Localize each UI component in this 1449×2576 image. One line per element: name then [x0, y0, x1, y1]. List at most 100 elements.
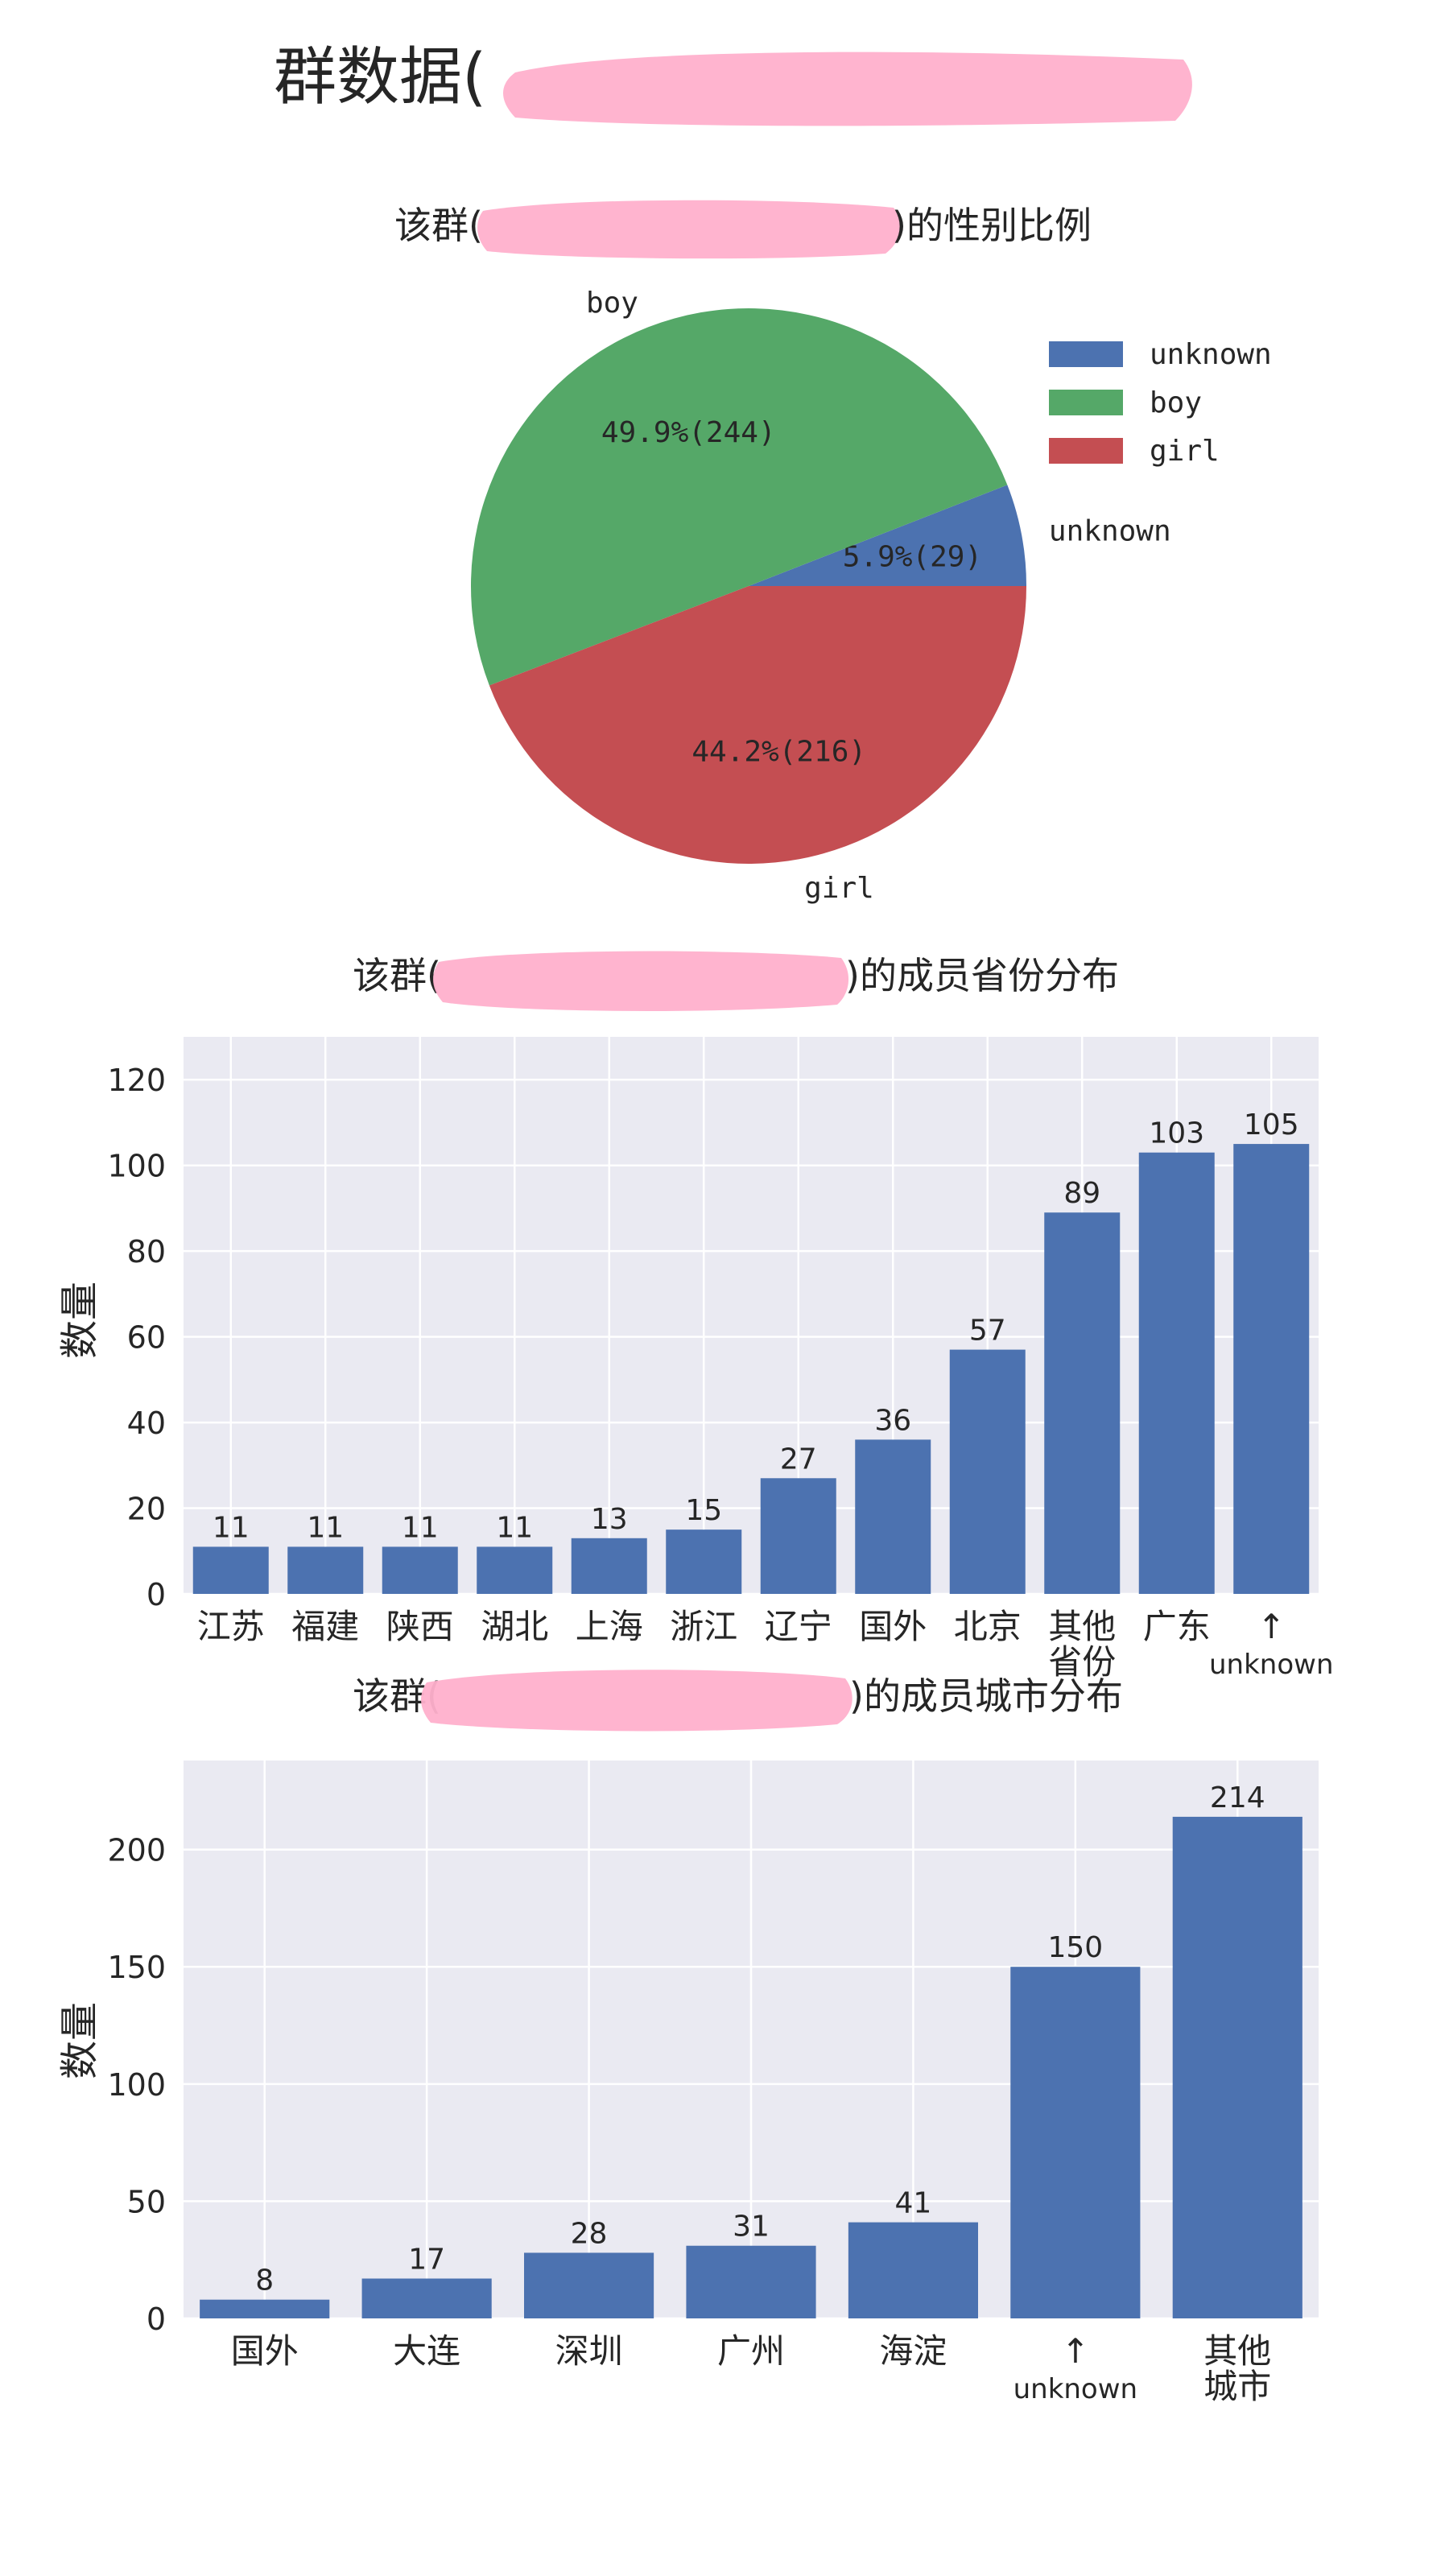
redaction-mark — [477, 200, 901, 259]
province-bar-江苏 — [192, 1546, 269, 1594]
province-value-label: 36 — [874, 1404, 911, 1437]
bar1-title-prefix: 该群( — [353, 954, 441, 997]
pie-title-prefix: 该群( — [394, 204, 483, 247]
city-xtick-label: ↑ — [1061, 2331, 1089, 2371]
province-bar-浙江 — [666, 1530, 742, 1594]
pie-title-suffix: )的性别比例 — [892, 204, 1092, 247]
city-xtick-label: 广州 — [717, 2331, 785, 2371]
legend-swatch-girl — [1049, 438, 1123, 464]
city-value-label: 31 — [733, 2211, 770, 2244]
province-value-label: 103 — [1149, 1117, 1204, 1150]
province-value-label: 15 — [685, 1494, 722, 1527]
pie-percent-label-unknown: 5.9%(29) — [843, 541, 982, 574]
city-bar-广州 — [686, 2245, 816, 2318]
redaction-mark — [433, 951, 849, 1011]
province-xtick-label: 辽宁 — [765, 1607, 832, 1646]
pie-percent-label-girl: 44.2%(216) — [691, 736, 866, 769]
city-xtick-label: 海淀 — [879, 2331, 947, 2371]
redaction-mark — [503, 52, 1192, 126]
province-ytick-label: 60 — [127, 1320, 166, 1356]
city-ytick-label: 100 — [107, 2067, 166, 2103]
city-ytick-label: 0 — [147, 2301, 166, 2337]
pie-percent-label-boy: 49.9%(244) — [601, 416, 776, 449]
bar2-title-suffix: )的成员城市分布 — [849, 1674, 1123, 1718]
province-ytick-label: 100 — [107, 1149, 166, 1184]
province-value-label: 11 — [402, 1511, 439, 1544]
province-xtick-label: 北京 — [954, 1607, 1022, 1646]
province-xtick-label: 浙江 — [670, 1607, 737, 1646]
legend-swatch-boy — [1049, 390, 1123, 415]
province-axes: 0 20 40 60 80 100 120 11 11 11 11 13 15 27 36 57 89 103 10… — [57, 1037, 1334, 1682]
province-xtick-label: 陕西 — [386, 1607, 454, 1646]
province-xtick-label: unknown — [1209, 1649, 1334, 1681]
legend-swatch-unknown — [1049, 341, 1123, 367]
province-bar-湖北 — [477, 1546, 553, 1594]
city-ytick-label: 150 — [107, 1950, 166, 1985]
city-ylabel: 数量 — [57, 2002, 102, 2079]
province-value-label: 27 — [780, 1443, 817, 1476]
page-title: 群数据( — [274, 41, 486, 114]
province-bar-陕西 — [382, 1546, 458, 1594]
city-value-label: 8 — [255, 2264, 274, 2297]
province-xtick-label: 福建 — [291, 1607, 359, 1646]
province-bar-国外 — [855, 1439, 931, 1594]
province-xtick-label: 上海 — [576, 1607, 643, 1646]
pie-slice-boy — [470, 308, 1008, 686]
city-value-label: 41 — [895, 2187, 932, 2220]
legend-label-girl: girl — [1150, 435, 1220, 468]
province-bar-unknown — [1233, 1144, 1310, 1594]
city-xtick-label: 国外 — [231, 2331, 299, 2371]
province-bar-其他-省份 — [1044, 1212, 1121, 1594]
province-value-label: 89 — [1063, 1177, 1100, 1210]
province-bar-广东 — [1138, 1152, 1215, 1594]
province-value-label: 11 — [496, 1511, 533, 1544]
city-xtick-label: 城市 — [1203, 2367, 1271, 2406]
city-xtick-label: 其他 — [1203, 2331, 1271, 2371]
city-value-label: 214 — [1210, 1781, 1265, 1814]
province-bar-上海 — [571, 1538, 647, 1594]
province-xtick-label: ↑ — [1257, 1607, 1286, 1646]
province-xtick-label: 国外 — [859, 1607, 927, 1646]
pie-name-label-boy: boy — [586, 287, 638, 320]
city-ytick-label: 200 — [107, 1833, 166, 1868]
province-value-label: 11 — [307, 1511, 344, 1544]
province-ytick-label: 0 — [147, 1577, 166, 1612]
province-xtick-label: 湖北 — [481, 1607, 548, 1646]
gender-pie-chart: 该群( )的性别比例 5.9%(29) unknown 49.9%(244) boy 4… — [394, 200, 1272, 905]
city-bar-深圳 — [524, 2252, 654, 2318]
province-xtick-label: 省份 — [1048, 1642, 1116, 1682]
legend-label-boy: boy — [1150, 386, 1202, 419]
city-bar-海淀 — [848, 2222, 978, 2318]
pie-name-label-unknown: unknown — [1049, 515, 1171, 548]
city-ytick-label: 50 — [127, 2184, 166, 2219]
province-ylabel: 数量 — [57, 1282, 102, 1359]
province-bar-福建 — [287, 1546, 364, 1594]
province-ytick-label: 20 — [127, 1492, 166, 1527]
city-value-label: 28 — [571, 2217, 608, 2250]
city-xtick-label: 大连 — [393, 2331, 460, 2371]
province-xtick-label: 江苏 — [197, 1607, 265, 1646]
city-value-label: 17 — [408, 2244, 445, 2277]
province-value-label: 57 — [969, 1315, 1006, 1348]
province-xtick-label: 广东 — [1143, 1607, 1211, 1646]
province-bar-北京 — [949, 1349, 1026, 1594]
province-value-label: 13 — [591, 1503, 628, 1536]
bar1-title-suffix: )的成员省份分布 — [845, 954, 1119, 997]
legend-label-unknown: unknown — [1150, 338, 1272, 371]
province-bar-chart: 该群( )的成员省份分布 0 20 40 60 80 100 120 11 11 11 11 13 15… — [57, 951, 1334, 1682]
city-axes: 0 50 100 150 200 8 17 28 31 41 150 214 国外 大连 深圳 广州 海淀 ↑un… — [57, 1761, 1319, 2406]
city-bar-大连 — [361, 2278, 492, 2318]
province-ytick-label: 40 — [127, 1406, 166, 1441]
city-xtick-label: unknown — [1013, 2373, 1138, 2405]
province-bar-辽宁 — [760, 1478, 836, 1594]
province-value-label: 11 — [213, 1511, 250, 1544]
city-value-label: 150 — [1047, 1931, 1103, 1964]
pie-slice-girl — [489, 586, 1026, 864]
pie-name-label-girl: girl — [804, 872, 874, 905]
city-bar-其他-城市 — [1172, 1816, 1302, 2318]
province-plot-background — [184, 1037, 1319, 1594]
pie-slice-unknown — [749, 485, 1026, 586]
province-ytick-label: 120 — [107, 1063, 166, 1098]
